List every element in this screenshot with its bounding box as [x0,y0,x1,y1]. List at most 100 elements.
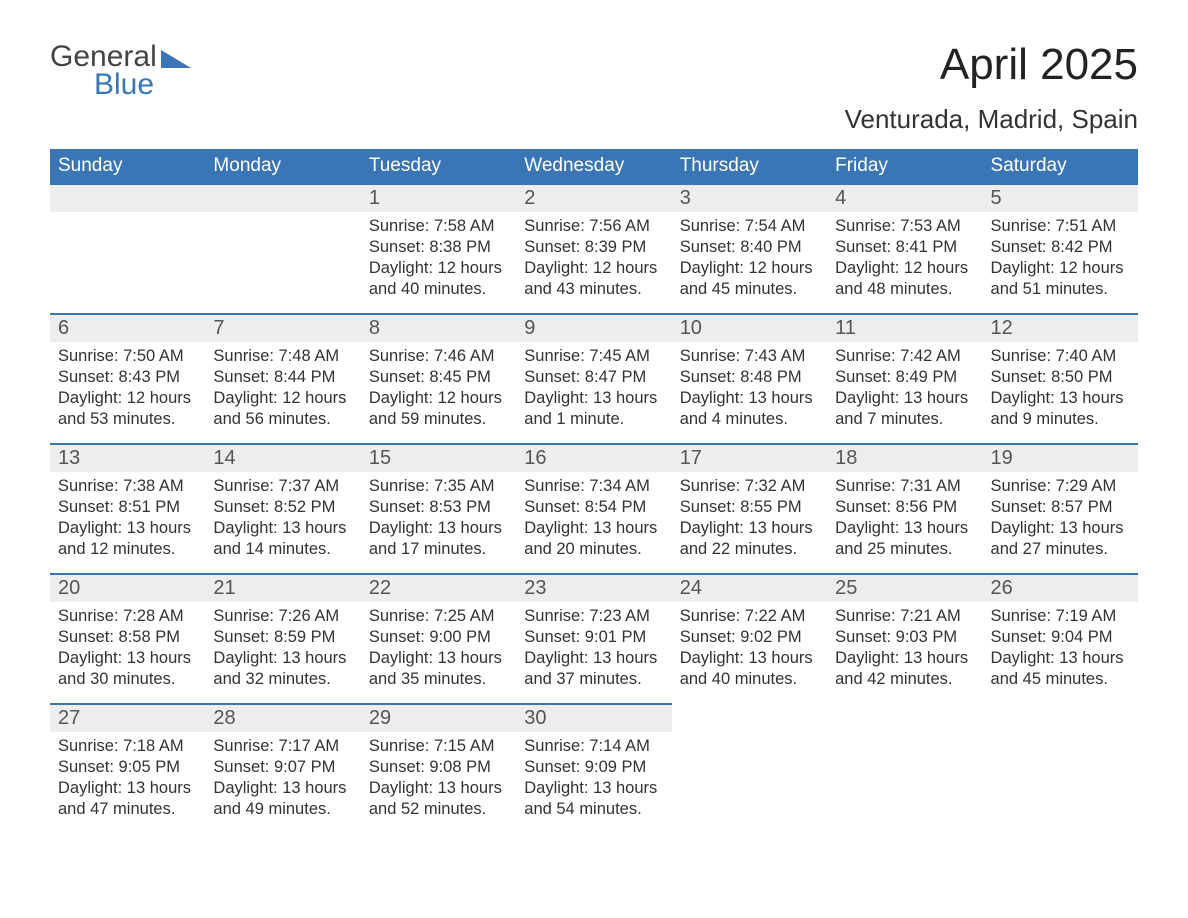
sunrise-text: Sunrise: 7:14 AM [524,736,667,757]
day-body: Sunrise: 7:40 AMSunset: 8:50 PMDaylight:… [983,342,1138,440]
sunrise-text: Sunrise: 7:45 AM [524,346,667,367]
day-body: Sunrise: 7:46 AMSunset: 8:45 PMDaylight:… [361,342,516,440]
day-cell: 22Sunrise: 7:25 AMSunset: 9:00 PMDayligh… [361,573,516,703]
day-cell: 21Sunrise: 7:26 AMSunset: 8:59 PMDayligh… [205,573,360,703]
sunrise-text: Sunrise: 7:21 AM [835,606,978,627]
sunrise-text: Sunrise: 7:25 AM [369,606,512,627]
sunrise-text: Sunrise: 7:32 AM [680,476,823,497]
daylight-text: Daylight: 13 hours and 20 minutes. [524,518,667,560]
day-body: Sunrise: 7:54 AMSunset: 8:40 PMDaylight:… [672,212,827,310]
day-cell: 16Sunrise: 7:34 AMSunset: 8:54 PMDayligh… [516,443,671,573]
weekday-header: Tuesday [361,149,516,183]
day-body: Sunrise: 7:28 AMSunset: 8:58 PMDaylight:… [50,602,205,700]
day-cell: 7Sunrise: 7:48 AMSunset: 8:44 PMDaylight… [205,313,360,443]
daylight-text: Daylight: 13 hours and 40 minutes. [680,648,823,690]
day-cell: 29Sunrise: 7:15 AMSunset: 9:08 PMDayligh… [361,703,516,833]
day-cell: 12Sunrise: 7:40 AMSunset: 8:50 PMDayligh… [983,313,1138,443]
day-cell: 30Sunrise: 7:14 AMSunset: 9:09 PMDayligh… [516,703,671,833]
day-body: Sunrise: 7:19 AMSunset: 9:04 PMDaylight:… [983,602,1138,700]
sunset-text: Sunset: 8:47 PM [524,367,667,388]
day-number: 8 [361,313,516,342]
sunrise-text: Sunrise: 7:46 AM [369,346,512,367]
daylight-text: Daylight: 13 hours and 32 minutes. [213,648,356,690]
weekday-header: Saturday [983,149,1138,183]
sunset-text: Sunset: 8:52 PM [213,497,356,518]
day-number: 30 [516,703,671,732]
daylight-text: Daylight: 13 hours and 54 minutes. [524,778,667,820]
day-cell: 20Sunrise: 7:28 AMSunset: 8:58 PMDayligh… [50,573,205,703]
day-number [50,183,205,212]
sunrise-text: Sunrise: 7:58 AM [369,216,512,237]
day-body: Sunrise: 7:26 AMSunset: 8:59 PMDaylight:… [205,602,360,700]
sunrise-text: Sunrise: 7:35 AM [369,476,512,497]
day-body [205,212,360,226]
daylight-text: Daylight: 13 hours and 4 minutes. [680,388,823,430]
sunset-text: Sunset: 8:41 PM [835,237,978,258]
day-body: Sunrise: 7:38 AMSunset: 8:51 PMDaylight:… [50,472,205,570]
day-cell: 25Sunrise: 7:21 AMSunset: 9:03 PMDayligh… [827,573,982,703]
day-body [50,212,205,226]
sunrise-text: Sunrise: 7:51 AM [991,216,1134,237]
sunrise-text: Sunrise: 7:54 AM [680,216,823,237]
sunrise-text: Sunrise: 7:28 AM [58,606,201,627]
sunset-text: Sunset: 8:44 PM [213,367,356,388]
weekday-header-row: Sunday Monday Tuesday Wednesday Thursday… [50,149,1138,183]
sunrise-text: Sunrise: 7:17 AM [213,736,356,757]
day-number: 20 [50,573,205,602]
day-body: Sunrise: 7:29 AMSunset: 8:57 PMDaylight:… [983,472,1138,570]
day-body: Sunrise: 7:53 AMSunset: 8:41 PMDaylight:… [827,212,982,310]
sunrise-text: Sunrise: 7:40 AM [991,346,1134,367]
sunrise-text: Sunrise: 7:19 AM [991,606,1134,627]
sunset-text: Sunset: 8:57 PM [991,497,1134,518]
day-number: 21 [205,573,360,602]
day-cell: 26Sunrise: 7:19 AMSunset: 9:04 PMDayligh… [983,573,1138,703]
daylight-text: Daylight: 13 hours and 27 minutes. [991,518,1134,560]
day-number: 16 [516,443,671,472]
day-cell [672,703,827,833]
day-number: 1 [361,183,516,212]
daylight-text: Daylight: 13 hours and 1 minute. [524,388,667,430]
day-body: Sunrise: 7:21 AMSunset: 9:03 PMDaylight:… [827,602,982,700]
sunset-text: Sunset: 9:08 PM [369,757,512,778]
day-body: Sunrise: 7:23 AMSunset: 9:01 PMDaylight:… [516,602,671,700]
day-number: 2 [516,183,671,212]
sunset-text: Sunset: 8:48 PM [680,367,823,388]
weekday-header: Monday [205,149,360,183]
daylight-text: Daylight: 12 hours and 59 minutes. [369,388,512,430]
sunrise-text: Sunrise: 7:29 AM [991,476,1134,497]
day-cell: 9Sunrise: 7:45 AMSunset: 8:47 PMDaylight… [516,313,671,443]
day-cell: 19Sunrise: 7:29 AMSunset: 8:57 PMDayligh… [983,443,1138,573]
sunrise-text: Sunrise: 7:23 AM [524,606,667,627]
day-cell: 11Sunrise: 7:42 AMSunset: 8:49 PMDayligh… [827,313,982,443]
sunrise-text: Sunrise: 7:50 AM [58,346,201,367]
week-row: 27Sunrise: 7:18 AMSunset: 9:05 PMDayligh… [50,703,1138,833]
sunset-text: Sunset: 8:58 PM [58,627,201,648]
day-number: 5 [983,183,1138,212]
location-text: Venturada, Madrid, Spain [845,104,1138,135]
day-cell [827,703,982,833]
sunrise-text: Sunrise: 7:31 AM [835,476,978,497]
daylight-text: Daylight: 13 hours and 30 minutes. [58,648,201,690]
day-number: 29 [361,703,516,732]
day-number [827,703,982,731]
logo-triangle-icon [161,50,191,68]
day-number: 28 [205,703,360,732]
sunset-text: Sunset: 8:59 PM [213,627,356,648]
title-block: April 2025 Venturada, Madrid, Spain [845,40,1138,135]
day-cell: 13Sunrise: 7:38 AMSunset: 8:51 PMDayligh… [50,443,205,573]
day-number: 18 [827,443,982,472]
day-cell: 3Sunrise: 7:54 AMSunset: 8:40 PMDaylight… [672,183,827,313]
sunset-text: Sunset: 9:03 PM [835,627,978,648]
sunset-text: Sunset: 9:07 PM [213,757,356,778]
weekday-header: Wednesday [516,149,671,183]
week-row: 20Sunrise: 7:28 AMSunset: 8:58 PMDayligh… [50,573,1138,703]
day-number: 15 [361,443,516,472]
day-number: 24 [672,573,827,602]
day-cell: 17Sunrise: 7:32 AMSunset: 8:55 PMDayligh… [672,443,827,573]
sunset-text: Sunset: 8:49 PM [835,367,978,388]
daylight-text: Daylight: 12 hours and 45 minutes. [680,258,823,300]
daylight-text: Daylight: 12 hours and 53 minutes. [58,388,201,430]
day-number: 4 [827,183,982,212]
day-body: Sunrise: 7:58 AMSunset: 8:38 PMDaylight:… [361,212,516,310]
day-cell: 5Sunrise: 7:51 AMSunset: 8:42 PMDaylight… [983,183,1138,313]
